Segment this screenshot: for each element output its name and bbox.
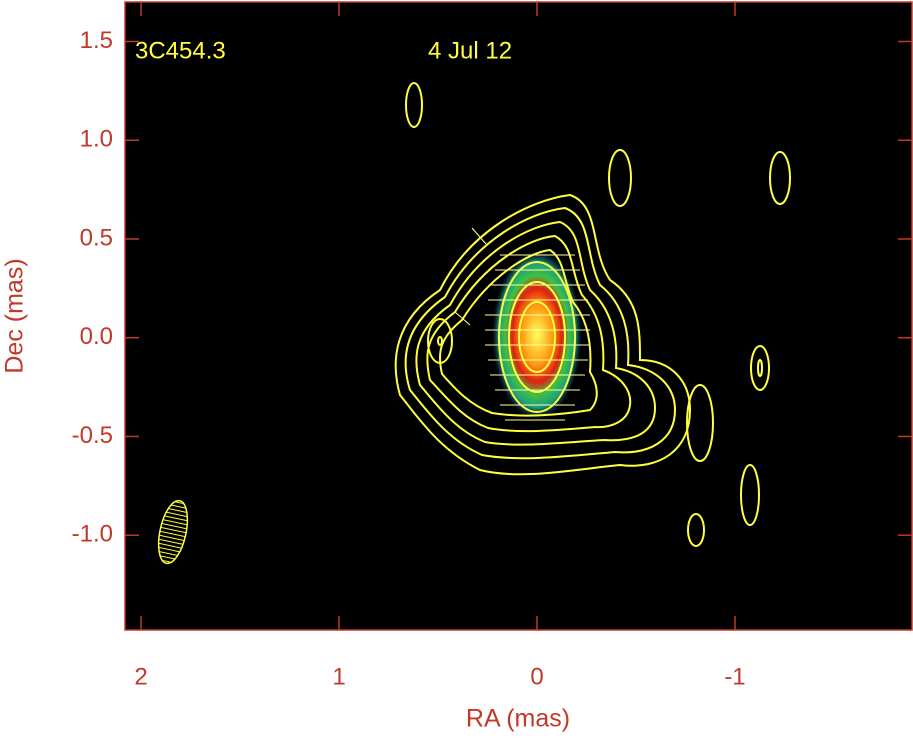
beam [157, 499, 189, 565]
date-label: 4 Jul 12 [428, 37, 512, 64]
contours [394, 82, 791, 547]
source-label: 3C454.3 [135, 37, 226, 64]
x-tick-label: -1 [724, 663, 745, 690]
y-axis-label: Dec (mas) [1, 258, 29, 373]
y-tick-label: 0.5 [80, 224, 113, 251]
map [157, 82, 791, 565]
x-axis-label: RA (mas) [466, 705, 570, 733]
y-tick-label: 1.5 [80, 27, 113, 54]
x-tick-label: 0 [530, 663, 543, 690]
polarization-vectors [454, 227, 590, 421]
y-tick-label: -0.5 [72, 422, 113, 449]
frame [124, 1, 913, 631]
y-tick-label: -1.0 [72, 521, 113, 548]
x-tick-label: 2 [134, 663, 147, 690]
y-tick-label: 0.0 [80, 323, 113, 350]
x-tick-label: 1 [332, 663, 345, 690]
core-emission [492, 250, 582, 420]
y-tick-label: 1.0 [80, 126, 113, 153]
